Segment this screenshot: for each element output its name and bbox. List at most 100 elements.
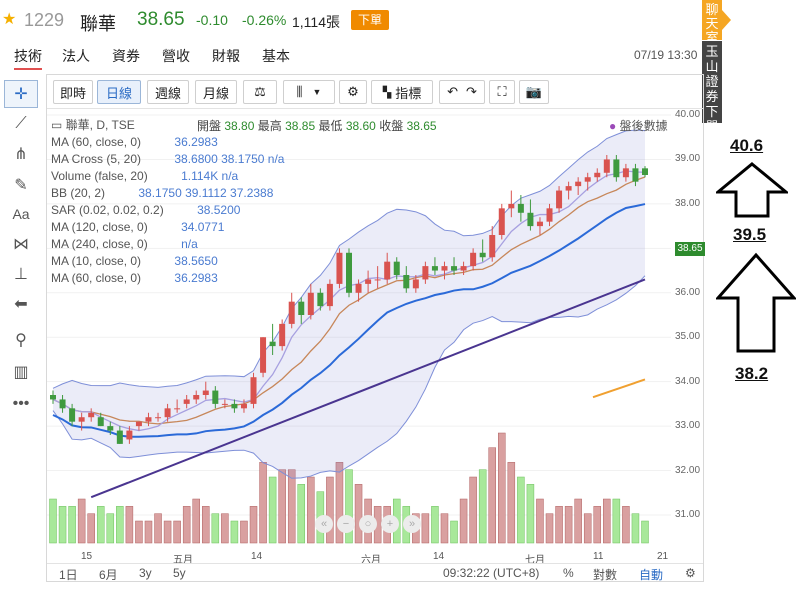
tab-revenue[interactable]: 營收 <box>162 48 190 64</box>
main-tabs: 技術 法人 資券 營收 財報 基本 <box>0 44 700 70</box>
legend-label: Volume (false, 20) <box>51 169 148 183</box>
close-label: 收盤 <box>379 119 404 133</box>
range-3y[interactable]: 3y <box>139 566 152 580</box>
broker-order-tab[interactable]: 玉山證券下單 <box>702 41 722 134</box>
zoom-in-icon[interactable]: + <box>381 515 399 533</box>
price-chart[interactable] <box>47 109 671 549</box>
annotation-target-mid: 39.5 <box>733 225 767 244</box>
tab-basic[interactable]: 基本 <box>262 48 290 64</box>
volume-bar <box>507 462 516 544</box>
volume-bar <box>488 447 496 544</box>
undo-icon[interactable]: ↶ <box>447 84 458 99</box>
legend-row: MA (60, close, 0) 36.2983 <box>51 270 284 287</box>
scroll-right-icon[interactable]: » <box>403 515 421 533</box>
axis-settings-gear-icon[interactable]: ⚙ <box>685 566 696 580</box>
indicators-button[interactable]: ▚ 指標 <box>371 80 433 104</box>
zoom-icon[interactable]: ⚲ <box>15 332 27 349</box>
volume-bar <box>450 520 458 544</box>
candle-body <box>307 292 314 315</box>
scroll-left-icon[interactable]: « <box>315 515 333 533</box>
volume-bar <box>58 506 67 544</box>
candle-body <box>365 279 372 284</box>
candle-body <box>50 395 56 400</box>
settings-gear-icon[interactable]: ⚙ <box>339 80 367 104</box>
legend-value: 36.2983 <box>174 271 218 285</box>
candle-body <box>374 279 381 281</box>
daily-button[interactable]: 日線 <box>97 80 141 104</box>
after-hours-link[interactable]: ● 盤後數據 <box>609 117 668 134</box>
x-tick-label: 五月 <box>173 555 193 566</box>
crosshair-icon[interactable]: ✛ <box>4 80 38 108</box>
volume-bar <box>517 476 525 544</box>
tab-margin[interactable]: 資券 <box>112 48 140 64</box>
intraday-button[interactable]: 即時 <box>53 80 93 104</box>
tab-technical[interactable]: 技術 <box>14 44 42 70</box>
chat-room-tab[interactable]: 聊天室 <box>702 0 731 45</box>
after-hours-dot-icon: ● <box>609 119 617 133</box>
more-icon[interactable]: ••• <box>12 395 30 412</box>
legend-value: 36.2983 <box>174 135 218 149</box>
text-tool-icon[interactable]: Aa <box>12 206 30 222</box>
candle-body <box>183 399 190 404</box>
volume-bar <box>135 520 143 544</box>
candle-body <box>279 323 286 347</box>
volume-bar <box>326 476 334 544</box>
measure-icon[interactable]: ▥ <box>13 364 29 381</box>
candle-body <box>384 261 391 280</box>
stock-price: 38.65 <box>137 9 185 30</box>
candle-body <box>460 266 467 271</box>
brush-icon[interactable]: ✎ <box>14 177 28 194</box>
x-tick-label: 14 <box>433 551 445 562</box>
pitchfork-icon[interactable]: ⋔ <box>14 146 28 163</box>
compare-scale-icon[interactable]: ⚖ <box>243 80 277 104</box>
volume-bar <box>68 506 76 544</box>
volume-bar <box>87 513 95 544</box>
weekly-button[interactable]: 週線 <box>147 80 189 104</box>
stock-code: 1229 <box>24 10 65 30</box>
range-1d[interactable]: 1日 <box>59 568 78 582</box>
volume-bar <box>459 498 468 544</box>
range-5y[interactable]: 5y <box>173 566 186 580</box>
candle-body <box>584 177 591 182</box>
trade-volume: 1,114張 <box>292 14 340 30</box>
legend-label: SAR (0.02, 0.02, 0.2) <box>51 203 164 217</box>
arrow-left-icon[interactable]: ⬅ <box>14 296 28 313</box>
candle-body <box>613 159 620 178</box>
volume-bar <box>259 462 267 544</box>
camera-icon[interactable]: 📷 <box>519 80 549 104</box>
range-6m[interactable]: 6月 <box>99 568 118 582</box>
legend-row: Volume (false, 20) 1.114K n/a <box>51 168 284 185</box>
zoom-controls: « − ○ + » <box>315 515 421 533</box>
candle-body <box>422 266 429 280</box>
candle-body <box>632 168 639 182</box>
indicator-legend: ▭ 聯華, D, TSE MA (60, close, 0) 36.2983 MA… <box>51 117 284 287</box>
tab-institutional[interactable]: 法人 <box>62 48 90 64</box>
log-toggle[interactable]: 對數 <box>593 568 618 582</box>
auto-toggle[interactable]: 自動 <box>639 568 664 582</box>
candle-body <box>59 399 66 409</box>
percent-toggle[interactable]: % <box>563 566 574 580</box>
monthly-button[interactable]: 月線 <box>195 80 237 104</box>
chart-type-button[interactable]: ⫼ ▼ <box>283 80 335 104</box>
volume-bar <box>297 484 306 544</box>
candle-body <box>69 408 76 422</box>
fibonacci-icon[interactable]: ⊥ <box>14 266 28 283</box>
pattern-icon[interactable]: ⋈ <box>13 236 29 253</box>
candle-body <box>517 203 524 213</box>
volume-bar <box>478 469 487 544</box>
candle-body <box>260 337 267 373</box>
candle-body <box>135 421 142 427</box>
zoom-out-icon[interactable]: − <box>337 515 355 533</box>
order-button[interactable]: 下單 <box>351 10 389 30</box>
reset-icon[interactable]: ○ <box>359 515 377 533</box>
low-value: 38.60 <box>345 119 376 133</box>
volume-bar <box>144 520 153 544</box>
annotation-target-top: 40.6 <box>730 136 764 155</box>
fullscreen-icon[interactable]: ⛶ <box>489 80 515 104</box>
candle-body <box>431 266 438 271</box>
candle-body <box>575 181 582 187</box>
trendline-icon[interactable]: ⟋ <box>15 115 27 132</box>
favorite-star-icon[interactable]: ★ <box>2 11 17 28</box>
redo-icon[interactable]: ↷ <box>466 84 477 99</box>
tab-financials[interactable]: 財報 <box>212 48 240 64</box>
